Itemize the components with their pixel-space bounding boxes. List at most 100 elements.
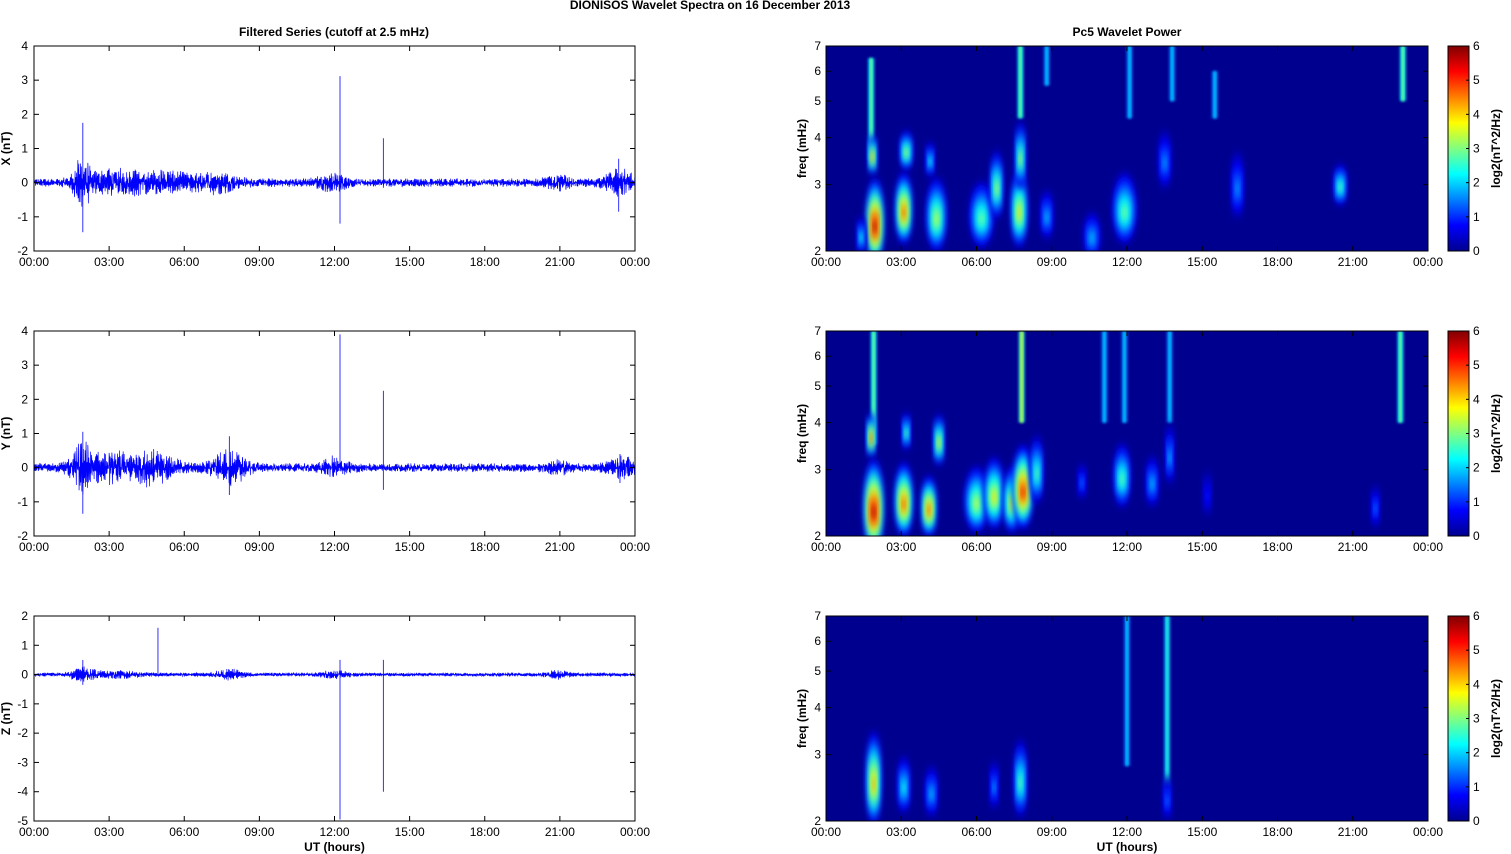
y-wavelet-power-blob [870, 434, 873, 442]
y-wavelet-panel: 2 3 4 5 6 7 00:00 03:00 06:00 09:00 12:00 15:00 18:0… [795, 324, 1443, 554]
y-series-trace [33, 441, 636, 495]
y-wavelet-xtick-label: 03:00 [886, 540, 916, 554]
x-series-xtick-label: 21:00 [545, 255, 575, 269]
z-wavelet-ytick-label: 3 [814, 748, 821, 762]
z-series-xtick-label: 00:00 [620, 825, 650, 839]
x-wavelet-power-blob [934, 213, 938, 225]
x-wavelet-colorbar-tick-label: 3 [1473, 142, 1480, 156]
y-wavelet-power-blob [937, 439, 940, 448]
z-wavelet-power-blob [1166, 797, 1169, 805]
x-wavelet-streak [1045, 46, 1048, 86]
z-wavelet-xlabel: UT (hours) [1097, 840, 1158, 854]
y-series-ytick-label: 1 [21, 427, 28, 441]
y-wavelet-xtick-label: 15:00 [1187, 540, 1217, 554]
z-series-ytick-label: -5 [17, 814, 28, 828]
x-wavelet-colorbar: 0 1 2 3 4 5 6 log2(nT^2/Hz) [1447, 39, 1503, 258]
z-wavelet-colorbar-tick-label: 0 [1473, 814, 1480, 828]
y-wavelet-colorbar-tick-label: 0 [1473, 529, 1480, 543]
z-wavelet-power-blob [930, 790, 933, 799]
y-wavelet-ytick-label: 7 [814, 324, 821, 338]
x-wavelet-ytick-label: 3 [814, 178, 821, 192]
y-wavelet-xtick-label: 00:00 [1413, 540, 1443, 554]
y-series-xtick-label: 09:00 [244, 540, 274, 554]
x-wavelet-xtick-label: 18:00 [1262, 255, 1292, 269]
z-wavelet-colorbar-tick-label: 1 [1473, 780, 1480, 794]
z-wavelet-xtick-label: 09:00 [1037, 825, 1067, 839]
y-wavelet-power-blob [1010, 498, 1013, 509]
y-series-panel: -2 -1 0 1 2 3 4 00:00 03:00 06:00 09:00 12:00 15:00 1… [0, 324, 650, 554]
y-wavelet-power-blob [927, 505, 930, 515]
x-wavelet-colorbar-gradient [1447, 45, 1470, 252]
x-wavelet-ylabel: freq (mHz) [795, 119, 809, 178]
z-series-ytick-label: -3 [17, 755, 28, 769]
y-wavelet-xtick-label: 09:00 [1037, 540, 1067, 554]
z-wavelet-streak [1166, 616, 1169, 806]
z-series-xtick-label: 09:00 [244, 825, 274, 839]
y-series-xtick-label: 15:00 [395, 540, 425, 554]
z-series-ytick-label: 2 [21, 609, 28, 623]
x-wavelet-xtick-label: 03:00 [886, 255, 916, 269]
x-wavelet-colorbar-tick-label: 2 [1473, 176, 1480, 190]
x-wavelet-power-blob [860, 235, 863, 241]
z-series-panel: -5 -4 -3 -2 -1 0 1 2 00:00 03:00 06:00 09:00 12:00 15… [0, 609, 650, 854]
z-series-xlabel: UT (hours) [304, 840, 365, 854]
x-series-ylabel: X (nT) [0, 132, 13, 166]
right-column-title: Pc5 Wavelet Power [1073, 25, 1182, 39]
y-series-xtick-label: 12:00 [319, 540, 349, 554]
z-wavelet-heatmap [866, 616, 1172, 821]
y-wavelet-power-blob [1120, 474, 1124, 485]
x-wavelet-power-blob [1019, 154, 1022, 165]
x-series-xtick-label: 12:00 [319, 255, 349, 269]
x-wavelet-streak [1128, 46, 1131, 119]
x-series-xtick-label: 03:00 [94, 255, 124, 269]
y-wavelet-ytick-label: 5 [814, 379, 821, 393]
y-wavelet-colorbar-tick-label: 3 [1473, 427, 1480, 441]
y-wavelet-power-blob [1151, 480, 1154, 489]
x-wavelet-colorbar-tick-label: 6 [1473, 39, 1480, 53]
y-wavelet-power-blob [1080, 480, 1083, 487]
x-series-xtick-label: 15:00 [395, 255, 425, 269]
z-series-xtick-label: 06:00 [169, 825, 199, 839]
z-series-plot-area [34, 616, 635, 821]
x-wavelet-colorbar-tick-label: 1 [1473, 210, 1480, 224]
y-series-ytick-label: 0 [21, 461, 28, 475]
z-wavelet-ytick-label: 6 [814, 634, 821, 648]
x-wavelet-power-blob [995, 184, 998, 195]
z-wavelet-xtick-label: 03:00 [886, 825, 916, 839]
x-wavelet-colorbar-tick-label: 5 [1473, 73, 1480, 87]
z-wavelet-colorbar-tick-label: 3 [1473, 712, 1480, 726]
figure-title: DIONISOS Wavelet Spectra on 16 December … [570, 0, 851, 12]
y-wavelet-streak [1168, 331, 1171, 423]
y-wavelet-ytick-label: 2 [814, 529, 821, 543]
x-series-plot-area [34, 46, 635, 251]
x-wavelet-ytick-label: 6 [814, 64, 821, 78]
x-wavelet-streak [1213, 71, 1216, 119]
y-wavelet-colorbar-label: log2(nT^2/Hz) [1489, 394, 1503, 473]
z-wavelet-colorbar: 0 1 2 3 4 5 6 log2(nT^2/Hz) [1447, 609, 1503, 828]
x-series-xtick-label: 18:00 [470, 255, 500, 269]
x-wavelet-streak [870, 58, 873, 160]
x-wavelet-colorbar-label: log2(nT^2/Hz) [1489, 109, 1503, 188]
y-wavelet-streak [872, 331, 875, 445]
y-wavelet-streak [1103, 331, 1106, 423]
x-wavelet-ytick-label: 2 [814, 244, 821, 258]
y-wavelet-colorbar: 0 1 2 3 4 5 6 log2(nT^2/Hz) [1447, 324, 1503, 543]
y-series-xtick-label: 18:00 [470, 540, 500, 554]
x-wavelet-power-blob [1163, 158, 1166, 168]
y-series-xtick-label: 00:00 [19, 540, 49, 554]
x-series-ytick-label: 1 [21, 142, 28, 156]
x-wavelet-colorbar-tick-label: 4 [1473, 107, 1480, 121]
y-series-plot-area [34, 331, 635, 536]
y-wavelet-streak [1399, 331, 1402, 423]
y-wavelet-colorbar-gradient [1447, 330, 1470, 537]
x-wavelet-panel: 2 3 4 5 6 7 00:00 03:00 06:00 09:00 12:00 15:00 18:0… [795, 39, 1443, 269]
y-series-xtick-label: 03:00 [94, 540, 124, 554]
y-series-ytick-label: 2 [21, 392, 28, 406]
x-series-ytick-label: -1 [17, 210, 28, 224]
z-series-ytick-label: -2 [17, 726, 28, 740]
y-wavelet-power-blob [1206, 492, 1209, 500]
left-column-title: Filtered Series (cutoff at 2.5 mHz) [239, 25, 429, 39]
x-wavelet-power-blob [929, 159, 932, 165]
x-wavelet-streak [1401, 46, 1404, 102]
